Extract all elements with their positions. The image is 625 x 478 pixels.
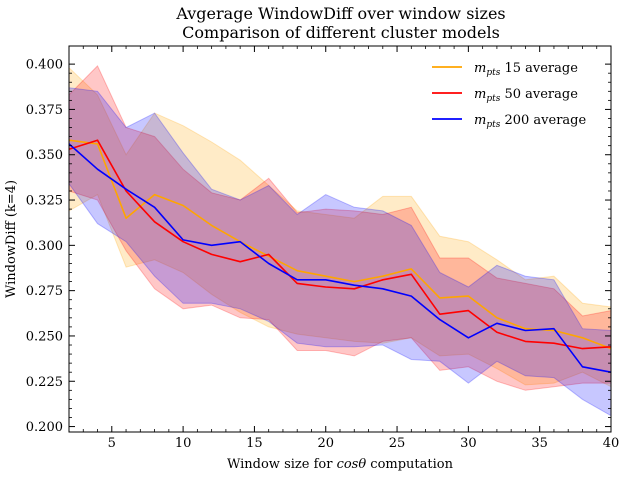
line-series-1 [68, 139, 612, 350]
legend-text: 200 average [500, 113, 586, 128]
x-tick-label: 5 [108, 436, 116, 451]
line-series-2 [68, 139, 612, 350]
legend-label-1: mpts 15 average [474, 61, 578, 78]
x-axis-label: Window size for cosθ computation [227, 457, 454, 472]
chart-subtitle: Comparison of different cluster models [182, 23, 500, 42]
band-series-3 [68, 87, 612, 417]
x-tick-label: 30 [460, 436, 477, 451]
y-tick-label: 0.200 [26, 420, 63, 435]
x-label-suffix: computation [366, 457, 453, 472]
axis-ticks: 5 10 15 20 25 30 35 40 0.200 0.225 0.250 0.275 0.300… [26, 46, 619, 451]
legend-symbol: m [474, 113, 486, 128]
y-tick-label: 0.250 [26, 329, 63, 344]
x-label-theta: θ [358, 457, 366, 472]
x-tick-label: 20 [317, 436, 334, 451]
legend-symbol: m [474, 87, 486, 102]
x-tick-label: 35 [531, 436, 548, 451]
x-tick-label: 10 [175, 436, 192, 451]
x-label-math: cos [337, 457, 359, 472]
y-tick-label: 0.325 [26, 194, 63, 209]
legend-symbol: m [474, 61, 486, 76]
legend-subscript: pts [486, 68, 500, 78]
legend-text: 15 average [500, 61, 578, 76]
x-tick-label: 15 [246, 436, 263, 451]
y-tick-label: 0.375 [26, 103, 63, 118]
x-tick-label: 25 [389, 436, 406, 451]
legend-subscript: pts [486, 94, 500, 104]
x-label-prefix: Window size for [227, 457, 337, 472]
line-series-3 [68, 143, 612, 373]
y-axis-label: WindowDiff (k=4) [4, 180, 19, 298]
legend-subscript: pts [486, 120, 500, 130]
x-tick-label: 40 [603, 436, 620, 451]
chart-title: Avgerage WindowDiff over window sizes [175, 4, 505, 23]
legend-label-2: mpts 50 average [474, 87, 578, 104]
series-lines [68, 139, 612, 373]
legend-label-3: mpts 200 average [474, 113, 586, 130]
y-tick-label: 0.400 [26, 58, 63, 73]
y-tick-label: 0.300 [26, 239, 63, 254]
y-tick-label: 0.225 [26, 375, 63, 390]
y-tick-label: 0.350 [26, 148, 63, 163]
legend-text: 50 average [500, 87, 578, 102]
y-tick-label: 0.275 [26, 284, 63, 299]
